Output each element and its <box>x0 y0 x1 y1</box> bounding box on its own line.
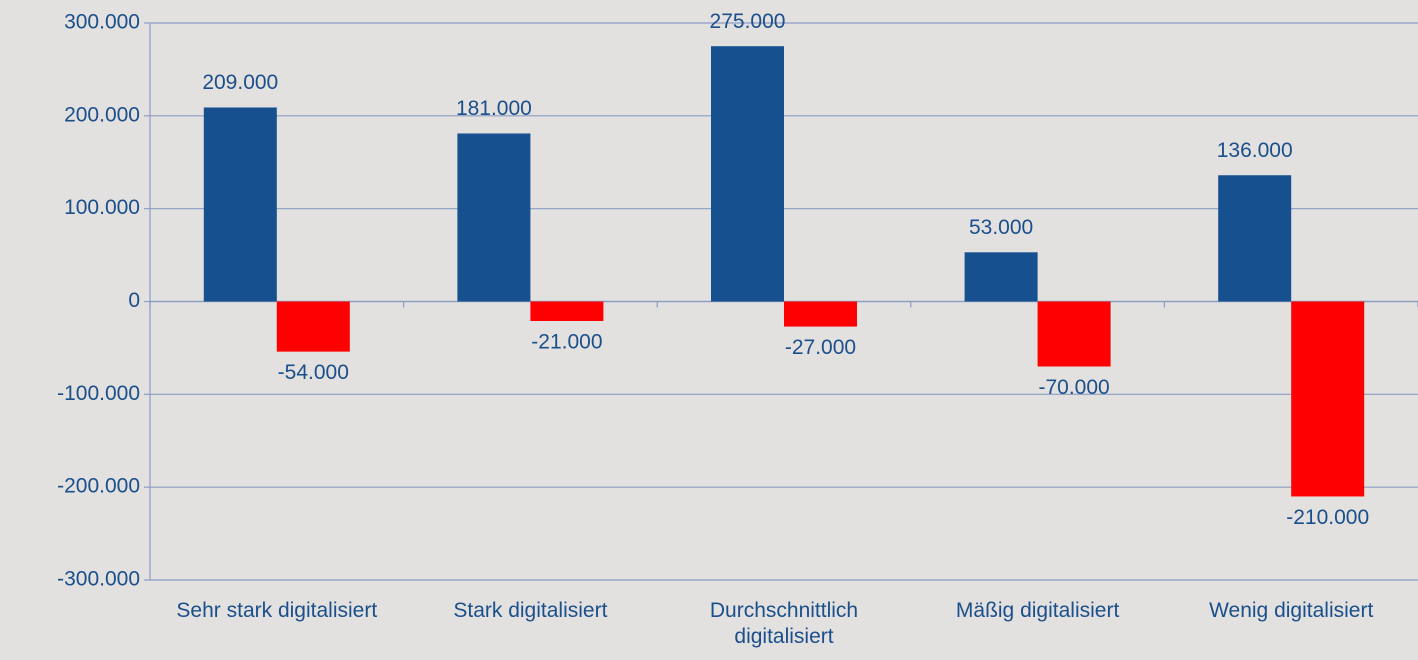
y-tick-label: -200.000 <box>57 475 140 498</box>
bar <box>1218 175 1291 301</box>
x-tick-label: Stark digitalisiert <box>410 598 650 624</box>
value-label: -210.000 <box>1286 506 1369 529</box>
y-tick-label: 200.000 <box>64 103 140 126</box>
value-label: 136.000 <box>1217 139 1293 162</box>
x-tick-label: Durchschnittlich digitalisiert <box>664 598 904 650</box>
chart: -300.000 -200.000 -100.000 0 100.000 200.000 3… <box>0 0 1418 660</box>
y-tick-label: -100.000 <box>57 382 140 405</box>
value-label: -27.000 <box>785 336 856 359</box>
x-tick-label: Mäßig digitalisiert <box>918 598 1158 624</box>
chart-root: -300.000 -200.000 -100.000 0 100.000 200.000 3… <box>0 0 1418 660</box>
bar <box>204 107 277 301</box>
bar <box>277 302 350 352</box>
value-label: -70.000 <box>1038 376 1109 399</box>
x-tick-label: Wenig digitalisiert <box>1171 598 1411 624</box>
bar <box>1291 302 1364 497</box>
value-label: 53.000 <box>969 216 1033 239</box>
bar <box>965 252 1038 301</box>
value-label: 209.000 <box>202 71 278 94</box>
x-tick-label: Sehr stark digitalisiert <box>157 598 397 624</box>
bar <box>711 46 784 301</box>
bar <box>1038 302 1111 367</box>
bar <box>530 302 603 321</box>
y-tick-label: -300.000 <box>57 568 140 591</box>
y-tick-label: 0 <box>128 289 140 312</box>
value-label: 275.000 <box>710 10 786 33</box>
value-label: -54.000 <box>278 361 349 384</box>
bar <box>457 133 530 301</box>
bar <box>784 302 857 327</box>
y-tick-label: 300.000 <box>64 11 140 34</box>
y-tick-label: 100.000 <box>64 196 140 219</box>
value-label: 181.000 <box>456 97 532 120</box>
value-label: -21.000 <box>531 331 602 354</box>
